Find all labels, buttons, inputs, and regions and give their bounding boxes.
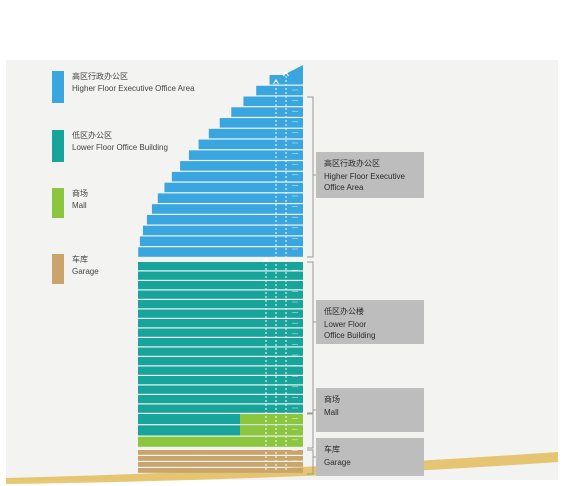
floor-office [138, 262, 303, 271]
legend-label-zh: 商场 [72, 189, 88, 198]
floor-office-partial [138, 414, 303, 425]
callout-label-zh: 商场 [324, 395, 340, 404]
callout-mall: 商场 Mall [316, 388, 424, 432]
elevator-arrow-icon [283, 71, 289, 77]
bracket-mall [307, 409, 316, 449]
bracket-garage [307, 449, 316, 475]
legend-label-zh: 高区行政办公区 [72, 72, 128, 81]
floor-mall [240, 414, 303, 425]
floor-office [138, 376, 303, 385]
floor-executive [142, 225, 303, 236]
floor-office [138, 404, 303, 413]
floor-executive [138, 247, 303, 257]
floor-garage [138, 456, 303, 461]
floor-office [138, 385, 303, 394]
floor-executive [256, 85, 303, 96]
floor-executive [171, 171, 303, 182]
floor-garage [138, 462, 303, 467]
floor-office [138, 271, 303, 280]
callout-label-en: Mall [324, 408, 339, 417]
floor-office [138, 300, 303, 309]
elevator-arrow-icon [263, 257, 269, 263]
floor-executive [208, 128, 303, 139]
elevator-arrow-icon [273, 79, 279, 85]
floor-garage [138, 468, 303, 473]
floor-office [138, 281, 303, 290]
floor-office [138, 357, 303, 366]
floor-executive [151, 204, 303, 214]
floor-executive [164, 182, 303, 193]
floor-mall [138, 436, 303, 447]
floor-mall [240, 425, 303, 436]
legend-label-en: Mall [72, 201, 87, 210]
legend-label-en: Higher Floor Executive Office Area [72, 84, 195, 93]
callout-label-zh: 车库 [324, 445, 340, 454]
bracket-executive [307, 96, 316, 258]
callout-label-en: Garage [324, 458, 351, 467]
floor-executive [243, 96, 303, 107]
legend-swatch-mall [52, 188, 64, 218]
floor-executive [146, 214, 303, 225]
legend-label-zh: 低区办公区 [72, 131, 112, 140]
floor-garage [138, 450, 303, 455]
callout-executive: 高区行政办公区 Higher Floor Executive Office Ar… [316, 152, 424, 198]
legend-label-en: Garage [72, 267, 99, 276]
legend-label-zh: 车库 [72, 255, 88, 264]
floor-office [138, 347, 303, 356]
callout-label-en: Higher Floor Executive Office Area [324, 172, 405, 192]
legend-swatch-garage [52, 254, 64, 284]
callout-label-zh: 低区办公楼 [324, 307, 364, 316]
floor-office [138, 338, 303, 347]
floor-office [138, 319, 303, 328]
legend-label-en: Lower Floor Office Building [72, 143, 168, 152]
bracket-office [307, 261, 316, 414]
floor-office [138, 328, 303, 337]
legend-swatch-executive [52, 71, 64, 103]
callout-label-zh: 高区行政办公区 [324, 159, 380, 168]
floor-office [138, 366, 303, 375]
floor-executive [269, 75, 303, 85]
legend-swatch-office [52, 130, 64, 162]
floor-executive [198, 139, 303, 150]
floor-executive [157, 193, 303, 203]
callout-garage: 车库 Garage [316, 438, 424, 476]
floor-executive [180, 161, 303, 171]
callout-office: 低区办公楼 Lower Floor Office Building [316, 300, 424, 344]
floor-executive [139, 236, 303, 247]
floor-executive [188, 150, 303, 160]
floor-executive [219, 118, 303, 128]
floor-office [138, 395, 303, 404]
tower-crown [283, 65, 303, 75]
floor-executive [231, 107, 303, 117]
callout-label-en: Lower Floor Office Building [324, 320, 376, 340]
floor-office [138, 290, 303, 299]
floor-office-partial [138, 425, 303, 436]
floor-office [138, 309, 303, 318]
